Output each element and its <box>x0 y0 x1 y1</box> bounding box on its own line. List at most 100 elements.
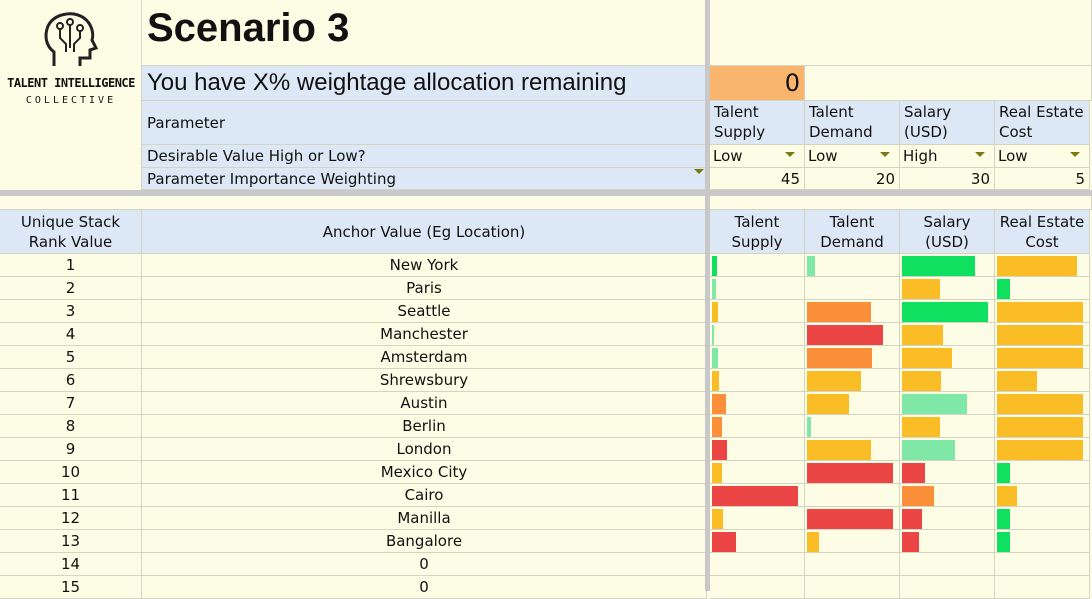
data-bar-cell <box>710 553 805 576</box>
data-bar <box>902 509 923 529</box>
anchor: Manilla <box>142 507 707 530</box>
rank: 14 <box>0 553 142 576</box>
rank: 10 <box>0 461 142 484</box>
data-bar <box>902 417 940 437</box>
data-bar <box>807 302 872 322</box>
data-bar <box>902 532 919 552</box>
data-bar-cell <box>805 346 900 369</box>
desirable-dropdown[interactable]: Low <box>710 145 805 168</box>
rank-text: 13 <box>60 532 81 550</box>
rank: 9 <box>0 438 142 461</box>
anchor: Shrewsbury <box>142 369 707 392</box>
desirable-dropdown[interactable]: Low <box>805 145 900 168</box>
data-bar-cell <box>710 346 805 369</box>
dropdown-arrow[interactable] <box>785 152 795 157</box>
logo-text: TALENT INTELLIGENCE <box>7 76 135 90</box>
data-bar-cell <box>900 323 995 346</box>
data-bar-cell <box>900 576 995 599</box>
data-bar-cell <box>995 484 1090 507</box>
data-bar <box>902 486 935 506</box>
data-bar-cell <box>995 461 1090 484</box>
title: Scenario 3 <box>147 6 350 50</box>
parameter-label-text: Parameter <box>147 113 226 132</box>
rank-text: 10 <box>60 463 81 481</box>
data-bar-cell <box>710 415 805 438</box>
data-bar <box>712 394 726 414</box>
data-bar-cell <box>995 530 1090 553</box>
rank-text: 4 <box>65 325 76 343</box>
data-bar-cell <box>995 507 1090 530</box>
data-bar <box>997 394 1083 414</box>
data-bar-cell <box>805 530 900 553</box>
rank: 1 <box>0 254 142 277</box>
rank-text: 1 <box>65 256 76 274</box>
blank-row <box>710 196 1092 210</box>
parameter-name: Salary (USD) <box>900 101 995 145</box>
anchor-text: 0 <box>419 578 429 596</box>
data-bar-cell <box>805 277 900 300</box>
anchor-text: Mexico City <box>380 463 468 481</box>
anchor: 0 <box>142 576 707 599</box>
anchor: 0 <box>142 553 707 576</box>
data-bar <box>807 394 850 414</box>
data-bar-cell <box>995 254 1090 277</box>
anchor-text: Paris <box>406 279 442 297</box>
column-header: Unique Stack Rank Value <box>0 210 142 254</box>
dropdown-arrow[interactable] <box>880 152 890 157</box>
parameter-name-text: Real Estate Cost <box>999 103 1084 141</box>
weight-value: 5 <box>995 168 1090 190</box>
data-bar-cell <box>805 369 900 392</box>
data-bar <box>712 371 720 391</box>
rank-text: 15 <box>60 578 81 596</box>
data-bar-cell <box>710 254 805 277</box>
anchor: Paris <box>142 277 707 300</box>
rank: 11 <box>0 484 142 507</box>
anchor-text: Seattle <box>397 302 451 320</box>
column-header-text: Real Estate Cost <box>999 212 1085 251</box>
logo-icon <box>44 12 99 66</box>
data-bar-cell <box>805 484 900 507</box>
desirable-dropdown-text: Low <box>713 147 743 165</box>
anchor-text: London <box>396 440 452 458</box>
dropdown-arrow[interactable] <box>975 152 985 157</box>
weight-label-text: Parameter Importance Weighting <box>147 169 396 188</box>
data-bar-cell <box>995 415 1090 438</box>
data-bar <box>807 463 894 483</box>
dropdown-arrow[interactable] <box>1070 152 1080 157</box>
data-bar-cell <box>805 254 900 277</box>
data-bar-cell <box>710 576 805 599</box>
rank-text: 11 <box>60 486 81 504</box>
weight-value: 20 <box>805 168 900 190</box>
column-header: Anchor Value (Eg Location) <box>142 210 707 254</box>
allocation-value-text: 0 <box>784 69 800 97</box>
parameter-name: Talent Supply <box>710 101 805 145</box>
desirable-dropdown-text: High <box>903 147 938 165</box>
rank: 15 <box>0 576 142 599</box>
data-bar-cell <box>900 254 995 277</box>
rank-text: 5 <box>65 348 76 366</box>
data-bar <box>997 486 1018 506</box>
data-bar <box>997 463 1010 483</box>
data-bar <box>997 348 1083 368</box>
data-bar-cell <box>710 438 805 461</box>
data-bar-cell <box>900 415 995 438</box>
desirable-dropdown[interactable]: High <box>900 145 995 168</box>
column-header: Real Estate Cost <box>995 210 1090 254</box>
data-bar-cell <box>900 369 995 392</box>
data-bar-cell <box>995 300 1090 323</box>
desirable-dropdown[interactable]: Low <box>995 145 1090 168</box>
data-bar-cell <box>900 484 995 507</box>
data-bar-cell <box>995 277 1090 300</box>
data-bar-cell <box>710 277 805 300</box>
data-bar <box>997 325 1083 345</box>
data-bar <box>902 440 956 460</box>
anchor: Seattle <box>142 300 707 323</box>
anchor-text: Amsterdam <box>380 348 468 366</box>
weight-label: Parameter Importance Weighting <box>142 168 707 190</box>
data-bar <box>807 440 872 460</box>
parameter-label: Parameter <box>142 101 707 145</box>
data-bar <box>997 417 1083 437</box>
data-bar <box>902 463 925 483</box>
rank: 13 <box>0 530 142 553</box>
data-bar-cell <box>995 553 1090 576</box>
